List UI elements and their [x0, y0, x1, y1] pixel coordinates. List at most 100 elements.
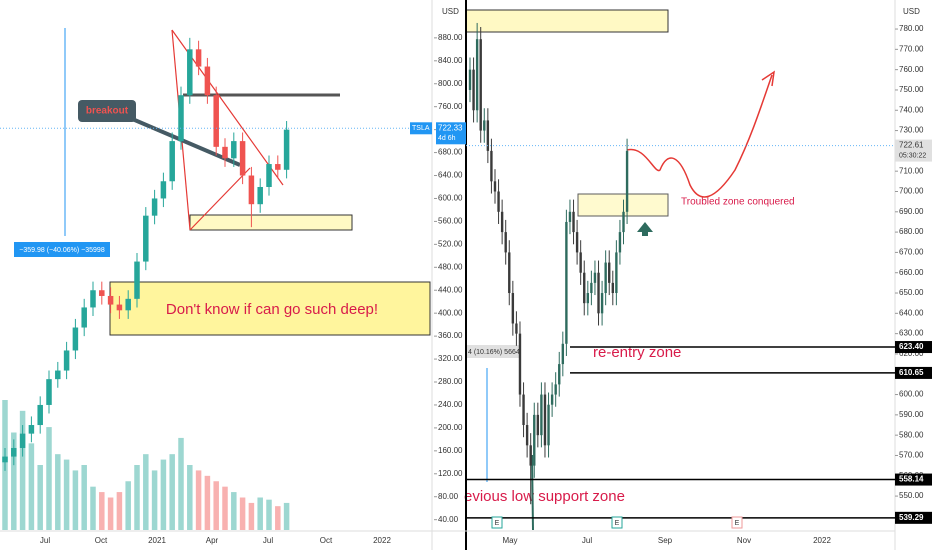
- candle-body: [625, 150, 629, 212]
- annotation: Don't know if can go such deep!: [166, 301, 378, 318]
- candle-body: [568, 211, 572, 222]
- y-tick-label: 880.00: [438, 33, 463, 42]
- price-tag: [895, 366, 932, 379]
- candle-body: [143, 215, 149, 262]
- x-tick-label: 2022: [813, 536, 831, 545]
- candle-body: [525, 425, 529, 446]
- volume-bar: [99, 492, 105, 530]
- candle-body: [116, 304, 123, 311]
- y-tick-label: 620.00: [899, 349, 924, 358]
- price-tag-label: 539.29: [899, 513, 924, 522]
- candle-body: [63, 350, 70, 371]
- candle-body: [600, 293, 604, 314]
- candle-body: [178, 95, 184, 142]
- y-tick-label: 550.00: [899, 491, 924, 500]
- x-tick-label: Jul: [263, 536, 273, 545]
- x-tick-label: Sep: [658, 536, 673, 545]
- zone-box: [109, 281, 431, 336]
- candle-body: [195, 49, 202, 67]
- candle-body: [550, 394, 554, 405]
- y-tick-label: 80.00: [438, 492, 459, 501]
- candle-body: [213, 95, 219, 147]
- volume-bar: [248, 502, 255, 530]
- y-tick-label: 640.00: [438, 171, 463, 180]
- symbol-label: TSLA: [412, 125, 430, 132]
- candle-body: [554, 384, 557, 395]
- y-tick-label: 680.00: [899, 227, 924, 236]
- projection: [626, 74, 773, 198]
- candle-body: [622, 211, 625, 233]
- volume-bar: [257, 497, 263, 530]
- volume-bar: [11, 432, 17, 530]
- y-tick-label: 240.00: [438, 400, 463, 409]
- y-tick-label: 700.00: [899, 187, 924, 196]
- up-arrow: [637, 222, 653, 236]
- earnings-label: E: [735, 520, 740, 527]
- candle-body: [125, 298, 131, 311]
- candle-body: [55, 370, 61, 380]
- price-tag: [895, 511, 932, 524]
- annotation: re-entry zone: [593, 344, 681, 361]
- y-tick-label: 570.00: [899, 451, 924, 460]
- candle-body: [99, 290, 105, 296]
- y-tick-label: 750.00: [899, 85, 924, 94]
- annotation: −359.98 (−40.06%) −35998: [19, 247, 105, 254]
- volume-bar: [37, 465, 43, 530]
- candle-body: [107, 295, 114, 305]
- candle-body: [543, 394, 547, 446]
- symbol-tag: [410, 122, 432, 135]
- y-tick-label: 520.00: [438, 239, 463, 248]
- candle-body: [597, 272, 600, 314]
- candle-body: [160, 181, 167, 199]
- volume-bar: [19, 410, 26, 530]
- volume-bar: [187, 465, 193, 530]
- candle-body: [151, 198, 158, 216]
- y-tick-label: 360.00: [438, 331, 463, 340]
- candle-body: [547, 404, 550, 446]
- candle-body: [248, 175, 255, 205]
- volume-bar: [134, 465, 140, 530]
- candle-body: [590, 282, 593, 294]
- candle-body: [72, 327, 79, 351]
- x-tick-label: Oct: [320, 536, 333, 545]
- price-tag: [895, 139, 932, 162]
- callout-box: [78, 100, 136, 122]
- earnings-marker: [611, 516, 623, 529]
- y-tick-label: 630.00: [899, 329, 924, 338]
- y-tick-label: 320.00: [438, 354, 463, 363]
- y-tick-label: 280.00: [438, 377, 463, 386]
- candle-body: [266, 164, 272, 187]
- candle-body: [536, 414, 540, 436]
- candle-body: [81, 307, 87, 328]
- candle-body: [529, 445, 532, 466]
- candle-body: [468, 69, 472, 90]
- candle-body: [169, 141, 175, 182]
- candle-body: [257, 186, 263, 205]
- price-tag-label: 722.61: [899, 141, 924, 150]
- measure-box: [466, 345, 520, 358]
- price-tag-label: 722.33: [438, 123, 463, 132]
- candle-body: [575, 232, 579, 253]
- y-tick-label: 660.00: [899, 268, 924, 277]
- y-tick-label: 400.00: [438, 308, 463, 317]
- candle-body: [486, 120, 490, 151]
- y-tick-label: 560.00: [438, 217, 463, 226]
- candle-body: [615, 252, 618, 294]
- y-tick-label: 730.00: [899, 126, 924, 135]
- volume-bar: [90, 486, 96, 530]
- y-tick-label: 780.00: [899, 24, 924, 33]
- x-tick-label: May: [502, 536, 517, 545]
- zone-box: [189, 214, 353, 231]
- candle-body: [561, 343, 565, 365]
- candle-body: [579, 252, 582, 273]
- y-tick-label: 40.00: [438, 515, 459, 524]
- candle-body: [497, 191, 500, 212]
- volume-bar: [81, 465, 87, 530]
- candle-body: [500, 211, 504, 233]
- candle-body: [283, 129, 290, 170]
- candle-body: [586, 293, 590, 304]
- earnings-label: E: [495, 520, 500, 527]
- earnings-marker: [491, 516, 503, 529]
- candle-body: [2, 456, 8, 463]
- candle-body: [518, 333, 522, 395]
